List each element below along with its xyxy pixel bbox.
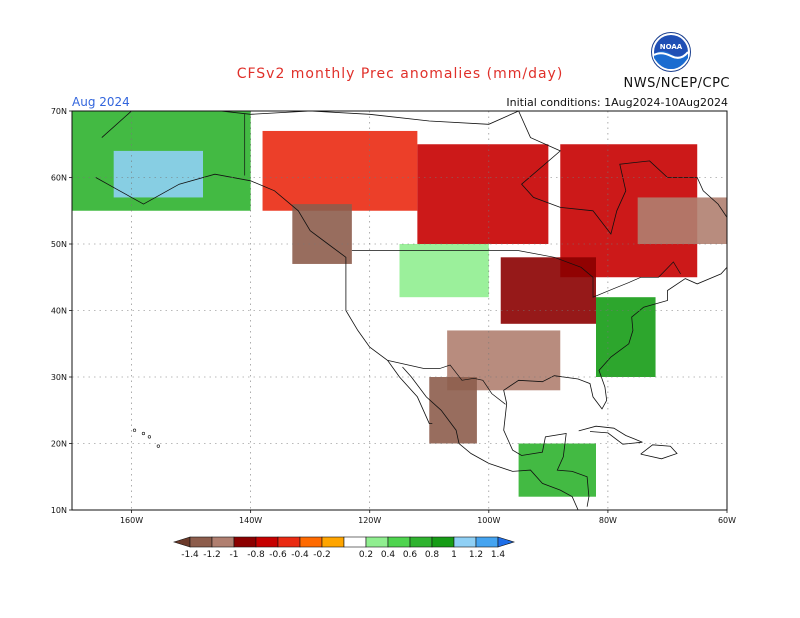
coastline bbox=[503, 267, 727, 410]
initial-conditions: Initial conditions: 1Aug2024-10Aug2024 bbox=[506, 96, 728, 109]
lon-tick-label: 140W bbox=[239, 516, 262, 525]
lat-tick-label: 60N bbox=[51, 174, 67, 183]
coastline bbox=[101, 111, 519, 138]
latitude-labels: 70N 60N 50N 40N 30N 20N 10N bbox=[51, 107, 72, 515]
anomaly-field bbox=[72, 111, 727, 497]
lat-tick-label: 30N bbox=[51, 373, 67, 382]
colorbar-swatch bbox=[409, 536, 433, 548]
colorbar-label: -0.2 bbox=[313, 550, 331, 560]
island bbox=[141, 431, 146, 436]
colorbar-swatch bbox=[453, 536, 477, 548]
anomaly-region bbox=[399, 244, 489, 298]
colorbar-label: -1 bbox=[230, 550, 239, 560]
colorbar-swatch bbox=[431, 536, 455, 548]
lon-tick-label: 100W bbox=[477, 516, 500, 525]
colorbar-label: 1.4 bbox=[491, 550, 506, 560]
map-title: CFSv2 monthly Prec anomalies (mm/day) bbox=[236, 66, 564, 82]
colorbar-swatch bbox=[189, 536, 213, 548]
lon-tick-label: 60W bbox=[718, 516, 736, 525]
coastline bbox=[578, 425, 643, 445]
anomaly-region bbox=[596, 297, 656, 377]
noaa-logo-icon: NOAA bbox=[651, 32, 691, 72]
agency-label: NWS/NCEP/CPC bbox=[623, 76, 730, 91]
graticule bbox=[72, 111, 727, 510]
lat-tick-label: 20N bbox=[51, 440, 67, 449]
colorbar-label: 0.6 bbox=[403, 550, 418, 560]
country-border bbox=[387, 360, 506, 405]
lat-tick-label: 50N bbox=[51, 240, 67, 249]
colorbar-label: 0.4 bbox=[381, 550, 396, 560]
colorbar: -1.4 -1.2 -1 -0.8 -0.6 -0.4 -0.2 0.2 0.4 0.6 0.8 1 1… bbox=[172, 536, 516, 560]
svg-text:NOAA: NOAA bbox=[660, 43, 683, 51]
coastline bbox=[503, 403, 590, 507]
colorbar-swatch bbox=[211, 536, 235, 548]
island bbox=[156, 444, 160, 448]
lon-tick-label: 160W bbox=[120, 516, 143, 525]
colorbar-label: -1.2 bbox=[203, 550, 221, 560]
colorbar-swatch bbox=[475, 536, 499, 548]
coastline bbox=[95, 173, 433, 424]
anomaly-region bbox=[637, 197, 727, 244]
colorbar-label: -1.4 bbox=[181, 550, 199, 560]
lon-tick-label: 80W bbox=[599, 516, 617, 525]
coastline bbox=[402, 366, 579, 510]
island bbox=[132, 428, 137, 432]
colorbar-swatch bbox=[299, 536, 323, 548]
colorbar-swatch bbox=[343, 536, 367, 548]
coastline bbox=[640, 444, 678, 460]
colorbar-label: -0.8 bbox=[247, 550, 265, 560]
colorbar-label: 0.2 bbox=[359, 550, 373, 560]
colorbar-swatch bbox=[255, 536, 279, 548]
longitude-labels: 160W 140W 120W 100W 80W 60W bbox=[120, 510, 736, 525]
forecast-period: Aug 2024 bbox=[72, 95, 130, 109]
colorbar-label: -0.4 bbox=[291, 550, 309, 560]
colorbar-swatch bbox=[365, 536, 389, 548]
colorbar-swatch bbox=[497, 536, 516, 548]
anomaly-region bbox=[417, 144, 549, 244]
colorbar-label: 1 bbox=[451, 550, 457, 560]
colorbar-swatch bbox=[321, 536, 345, 548]
colorbar-swatch bbox=[172, 536, 191, 548]
lon-tick-label: 120W bbox=[358, 516, 381, 525]
anomaly-region bbox=[113, 150, 203, 198]
colorbar-swatch bbox=[233, 536, 257, 548]
lat-tick-label: 40N bbox=[51, 307, 67, 316]
coastlines bbox=[95, 111, 727, 510]
colorbar-swatch bbox=[387, 536, 411, 548]
anomaly-region bbox=[500, 257, 596, 324]
colorbar-swatch bbox=[277, 536, 301, 548]
lat-tick-label: 70N bbox=[51, 107, 67, 116]
colorbar-label: 0.8 bbox=[425, 550, 440, 560]
anomaly-region bbox=[262, 130, 418, 211]
anomaly-region bbox=[429, 377, 477, 444]
lat-tick-label: 10N bbox=[51, 506, 67, 515]
colorbar-label: 1.2 bbox=[469, 550, 483, 560]
colorbar-label: -0.6 bbox=[269, 550, 287, 560]
island bbox=[147, 435, 152, 439]
coastline bbox=[518, 111, 727, 235]
country-border bbox=[351, 250, 681, 298]
